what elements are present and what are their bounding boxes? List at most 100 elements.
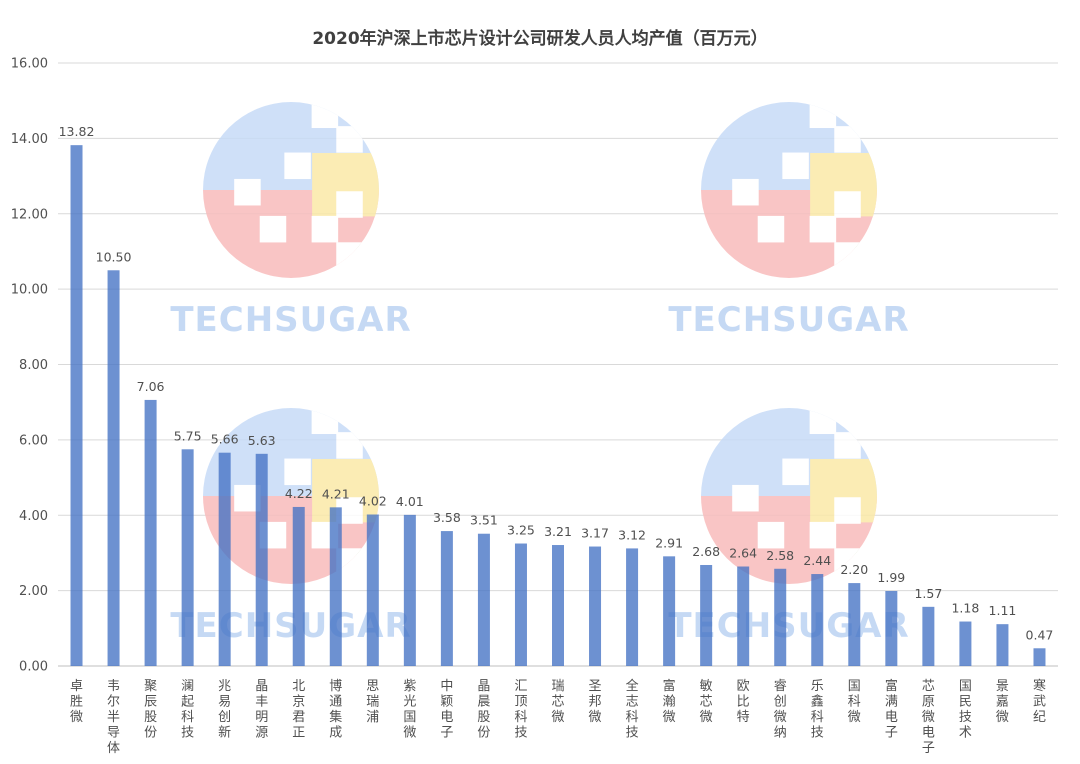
category-label: 思瑞浦 <box>366 679 379 725</box>
x-axis-categories: 卓胜微 韦尔半导体 聚辰股份 澜起科技 兆易创新 晶丰明源 北京君正 博通集成 思瑞浦 紫光国微 中… <box>70 678 1046 756</box>
bar-8 <box>366 514 379 666</box>
y-tick-label: 4.00 <box>19 509 48 524</box>
techsugar-logo: TECHSUGAR <box>668 102 909 340</box>
bar-1 <box>107 270 120 666</box>
data-label: 5.75 <box>174 428 202 443</box>
bar-17 <box>700 564 713 666</box>
data-label: 0.47 <box>1026 627 1054 642</box>
bar-6 <box>292 506 305 666</box>
watermark-text: TECHSUGAR <box>170 300 411 340</box>
bar-10 <box>440 531 453 666</box>
data-label: 1.11 <box>989 603 1017 618</box>
data-label: 3.51 <box>470 513 498 528</box>
data-label: 2.20 <box>840 562 868 577</box>
category-label: 富瀚微 <box>663 678 676 725</box>
data-label: 13.82 <box>59 124 95 139</box>
data-label: 3.12 <box>618 527 646 542</box>
y-axis-ticks: 0.00 2.00 4.00 6.00 8.00 10.00 12.00 14.00 16.00 <box>11 57 48 675</box>
bar-18 <box>737 566 750 666</box>
bar-2 <box>144 399 157 666</box>
category-label: 韦尔半导体 <box>107 679 120 756</box>
bar-26 <box>1033 648 1046 666</box>
category-label: 敏芯微 <box>700 679 713 725</box>
data-label: 3.58 <box>433 510 461 525</box>
bar-9 <box>403 514 416 666</box>
bar-25 <box>996 624 1009 666</box>
data-label: 4.01 <box>396 494 424 509</box>
data-label: 2.68 <box>692 544 720 559</box>
category-label: 寒武纪 <box>1033 678 1046 725</box>
category-label: 全志科技 <box>626 678 639 741</box>
bar-5 <box>255 453 268 666</box>
data-label: 3.25 <box>507 523 535 538</box>
data-label: 5.66 <box>211 432 239 447</box>
category-label: 瑞芯微 <box>551 679 564 725</box>
y-tick-label: 8.00 <box>19 358 48 373</box>
data-label: 4.02 <box>359 493 387 508</box>
data-label: 2.58 <box>766 548 794 563</box>
bar-13 <box>552 545 564 666</box>
bar-12 <box>514 543 527 666</box>
category-label: 圣邦微 <box>589 679 602 725</box>
bar-7 <box>329 507 342 666</box>
data-label: 2.91 <box>655 535 683 550</box>
bar-4 <box>218 452 231 666</box>
bar-16 <box>663 556 676 666</box>
bar-20 <box>811 574 824 666</box>
y-tick-label: 16.00 <box>11 57 48 72</box>
data-label: 1.18 <box>951 601 979 616</box>
data-label: 2.64 <box>729 546 757 561</box>
category-label: 睿创微纳 <box>774 679 787 741</box>
y-tick-label: 12.00 <box>11 207 48 222</box>
data-label: 5.63 <box>248 433 276 448</box>
bar-14 <box>589 546 602 666</box>
bar-24 <box>959 621 972 666</box>
data-label: 1.99 <box>877 570 905 585</box>
category-label: 博通集成 <box>329 679 342 741</box>
category-label: 富满电子 <box>885 678 898 741</box>
bar-22 <box>885 591 898 666</box>
bar-23 <box>922 606 935 666</box>
category-label: 国科微 <box>848 679 861 725</box>
category-label: 国民技术 <box>959 679 972 741</box>
data-label: 3.21 <box>544 524 572 539</box>
chart-title: 2020年沪深上市芯片设计公司研发人员人均产值（百万元） <box>312 28 767 49</box>
data-label: 1.57 <box>914 586 942 601</box>
category-label: 中颖电子 <box>440 679 453 741</box>
category-label: 卓胜微 <box>70 679 83 725</box>
y-tick-label: 0.00 <box>19 660 48 675</box>
data-label: 10.50 <box>96 249 132 264</box>
category-label: 聚辰股份 <box>144 679 157 741</box>
y-tick-label: 14.00 <box>11 132 48 147</box>
data-label: 3.17 <box>581 526 609 541</box>
watermark-text: TECHSUGAR <box>668 300 909 340</box>
bar-21 <box>848 583 861 666</box>
category-label: 紫光国微 <box>403 679 416 741</box>
category-label: 晶丰明源 <box>255 679 268 741</box>
category-label: 景嘉微 <box>996 679 1009 725</box>
y-tick-label: 2.00 <box>19 584 48 599</box>
category-label: 晶晨股份 <box>477 679 490 741</box>
bar-11 <box>477 533 490 666</box>
data-label: 2.44 <box>803 553 831 568</box>
category-label: 兆易创新 <box>218 679 231 741</box>
category-label: 芯原微电子 <box>922 679 935 756</box>
bar-0 <box>70 145 83 666</box>
category-label: 欧比特 <box>737 679 750 725</box>
data-labels: 13.82 10.50 7.06 5.75 5.66 5.63 4.22 4.21 4.02 4.… <box>59 124 1054 642</box>
bar-19 <box>774 568 787 666</box>
category-label: 汇顶科技 <box>514 679 527 741</box>
bar-15 <box>626 548 639 666</box>
data-label: 4.21 <box>322 486 350 501</box>
category-label: 北京君正 <box>292 679 305 741</box>
y-tick-label: 10.00 <box>11 283 48 298</box>
bars <box>70 145 1046 666</box>
category-label: 乐鑫科技 <box>811 679 824 741</box>
data-label: 4.22 <box>285 486 313 501</box>
category-label: 澜起科技 <box>181 679 194 741</box>
y-tick-label: 6.00 <box>19 433 48 448</box>
bar-3 <box>181 449 194 666</box>
